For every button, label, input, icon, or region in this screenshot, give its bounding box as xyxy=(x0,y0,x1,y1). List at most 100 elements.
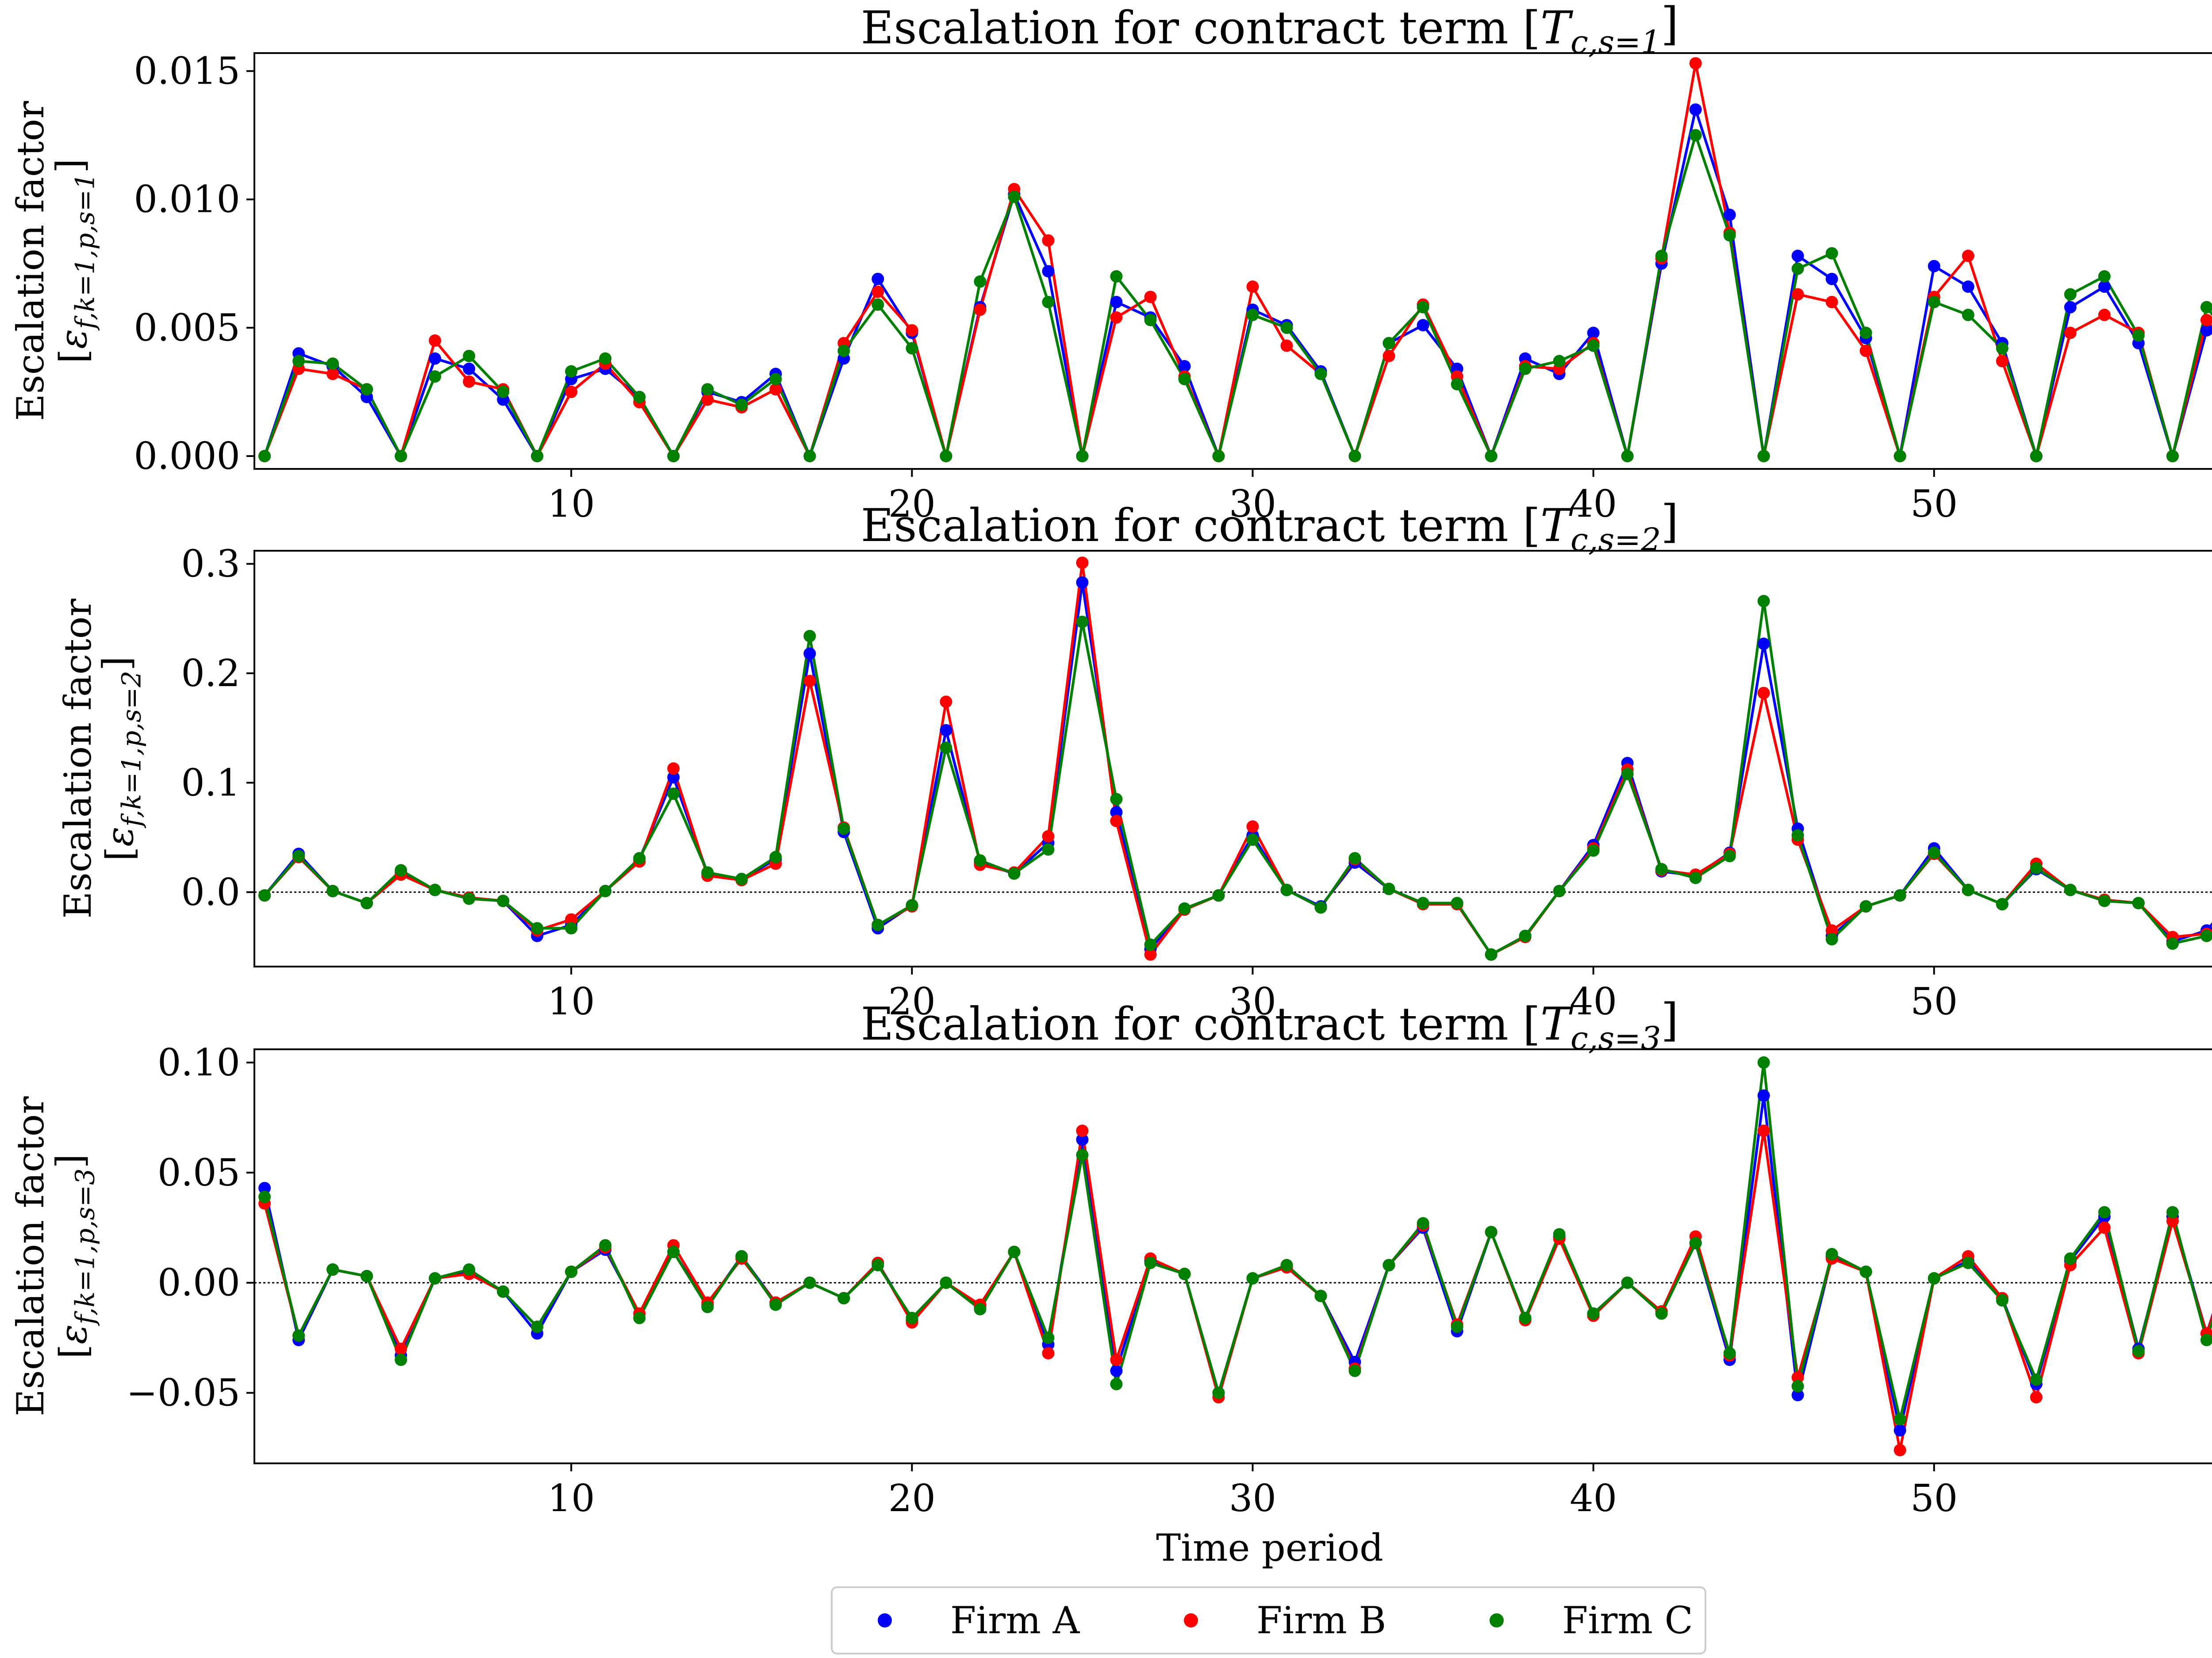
data-point-firm-c xyxy=(1655,249,1668,262)
data-point-firm-c xyxy=(2098,270,2111,283)
data-point-firm-c xyxy=(1144,1256,1157,1269)
data-point-firm-c xyxy=(497,1285,510,1298)
data-point-firm-b xyxy=(1689,57,1702,70)
data-point-firm-b xyxy=(1246,280,1259,293)
data-point-firm-c xyxy=(292,850,305,863)
x-tick-label: 40 xyxy=(1570,1477,1617,1520)
data-point-firm-b xyxy=(1042,234,1055,247)
data-point-firm-c xyxy=(1519,929,1532,942)
data-point-firm-c xyxy=(1451,378,1463,391)
data-point-firm-c xyxy=(1042,296,1055,308)
data-point-firm-c xyxy=(837,345,850,357)
y-axis-label-text: Escalation factor xyxy=(9,1096,52,1416)
data-point-firm-b xyxy=(1042,1347,1055,1360)
data-point-firm-c xyxy=(803,629,816,642)
data-point-firm-c xyxy=(395,864,407,877)
data-point-firm-a xyxy=(1791,1389,1804,1401)
data-point-firm-c xyxy=(1859,900,1872,913)
data-point-firm-c xyxy=(1144,938,1157,951)
data-point-firm-c xyxy=(1962,1256,1974,1269)
data-point-firm-b xyxy=(1962,249,1974,262)
data-point-firm-c xyxy=(1996,1294,2008,1307)
y-axis-label: Escalation factor [εf,k=1,p,s=1] xyxy=(9,101,100,421)
data-point-firm-b xyxy=(2064,326,2077,339)
data-point-firm-b xyxy=(1110,1354,1123,1366)
data-point-firm-b xyxy=(1996,355,2008,368)
data-point-firm-c xyxy=(1928,296,1940,308)
data-point-firm-c xyxy=(2166,937,2179,950)
data-point-firm-c xyxy=(1825,247,1838,260)
data-point-firm-a xyxy=(1178,360,1191,372)
data-point-firm-c xyxy=(497,385,510,398)
legend-label-firm-b: Firm B xyxy=(1256,1599,1386,1642)
data-point-firm-c xyxy=(940,1276,952,1289)
data-point-firm-c xyxy=(1723,229,1736,242)
chart-title: Escalation for contract term [Tc,s=3] xyxy=(861,994,1678,1057)
data-point-firm-c xyxy=(769,851,782,864)
data-point-firm-a xyxy=(1893,1424,1906,1437)
y-tick-label: 0.1 xyxy=(181,761,240,804)
x-tick-label: 50 xyxy=(1910,482,1958,526)
data-point-firm-c xyxy=(1417,897,1429,910)
data-point-firm-c xyxy=(565,1265,578,1278)
legend-marker-firm-a xyxy=(878,1613,892,1627)
data-point-firm-c xyxy=(1076,1149,1089,1161)
y-tick-label: 0.010 xyxy=(134,178,240,221)
data-point-firm-a xyxy=(667,771,680,784)
data-point-firm-c xyxy=(769,1298,782,1311)
data-point-firm-c xyxy=(1587,339,1600,352)
y-tick-label: 0.0 xyxy=(181,871,240,914)
data-point-firm-c xyxy=(395,450,407,462)
data-point-firm-b xyxy=(1110,311,1123,324)
data-point-firm-c xyxy=(1348,450,1361,462)
data-point-firm-c xyxy=(872,298,884,311)
data-point-firm-b xyxy=(2030,1391,2043,1404)
x-tick-label: 10 xyxy=(548,1477,595,1520)
data-point-firm-c xyxy=(292,1329,305,1342)
series-line-firm-c xyxy=(263,599,2212,956)
data-point-firm-c xyxy=(1621,450,1634,462)
data-point-firm-b xyxy=(565,913,578,926)
data-point-firm-b xyxy=(565,385,578,398)
data-point-firm-a xyxy=(1110,296,1123,308)
data-point-firm-a xyxy=(1110,806,1123,819)
data-point-firm-a xyxy=(1689,103,1702,116)
data-point-firm-a xyxy=(2064,301,2077,314)
data-point-firm-c xyxy=(667,450,680,462)
data-point-firm-c xyxy=(1485,948,1498,961)
data-point-firm-c xyxy=(565,365,578,378)
data-point-firm-c xyxy=(1689,1237,1702,1250)
data-point-firm-b xyxy=(1825,296,1838,308)
data-point-firm-c xyxy=(940,450,952,462)
data-point-firm-c xyxy=(258,1190,271,1203)
data-point-firm-c xyxy=(2132,897,2145,910)
data-point-firm-b xyxy=(463,375,476,388)
data-point-firm-c xyxy=(1382,337,1395,349)
y-axis-label-text: Escalation factor xyxy=(56,599,100,919)
data-point-firm-c xyxy=(1076,615,1089,628)
data-point-firm-a xyxy=(1928,260,1940,272)
data-point-firm-a xyxy=(2098,280,2111,293)
data-point-firm-c xyxy=(1008,1246,1021,1258)
data-point-firm-b xyxy=(1791,1371,1804,1384)
data-point-firm-c xyxy=(1178,372,1191,385)
data-point-firm-c xyxy=(940,741,952,754)
data-point-firm-c xyxy=(429,883,442,896)
data-point-firm-c xyxy=(1757,1056,1770,1069)
data-point-firm-c xyxy=(803,450,816,462)
data-point-firm-a xyxy=(1076,1133,1089,1146)
data-point-firm-b xyxy=(395,1343,407,1355)
data-point-firm-a xyxy=(1042,265,1055,278)
chart-title: Escalation for contract term [Tc,s=2] xyxy=(861,495,1678,558)
data-point-firm-c xyxy=(1417,1217,1429,1230)
data-point-firm-b xyxy=(1825,924,1838,937)
data-point-firm-c xyxy=(1280,1259,1293,1271)
data-point-firm-b xyxy=(1144,948,1157,961)
data-point-firm-c xyxy=(1655,1307,1668,1320)
data-point-firm-c xyxy=(1485,1226,1498,1239)
data-point-firm-c xyxy=(463,1263,476,1276)
data-point-firm-c xyxy=(735,1250,748,1263)
y-tick-label: 0.00 xyxy=(157,1261,240,1305)
data-point-firm-c xyxy=(1553,885,1566,898)
data-point-firm-a xyxy=(258,1182,271,1194)
